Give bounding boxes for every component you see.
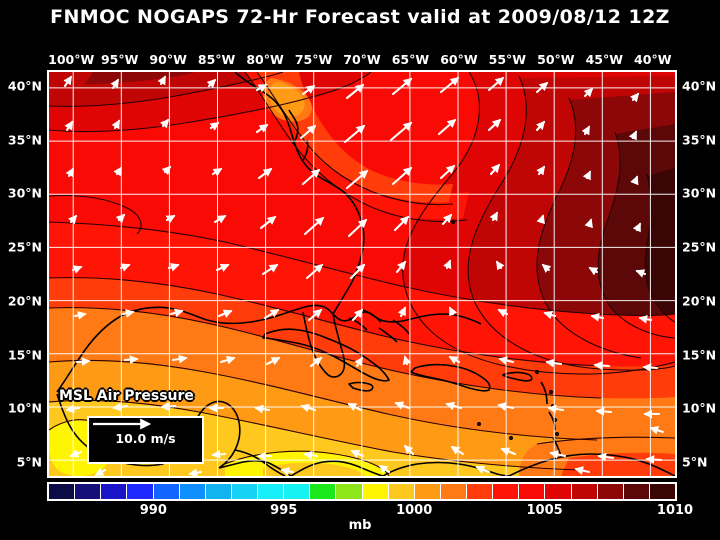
lon-tick-label: 95°W <box>100 52 139 67</box>
wind-vector-legend: 10.0 m/s <box>87 416 204 464</box>
colorbar-swatch <box>493 484 520 499</box>
coastlines <box>56 72 675 476</box>
lon-tick-label: 45°W <box>585 52 624 67</box>
colorbar-swatch <box>153 484 180 499</box>
colorbar-swatch <box>205 484 232 499</box>
lon-tick-label: 70°W <box>343 52 381 67</box>
colorbar-unit-label: mb <box>348 518 372 533</box>
lat-tick-label-right: 5°N <box>682 454 708 470</box>
colorbar-swatch <box>414 484 441 499</box>
lat-tick-label-right: 20°N <box>682 293 717 309</box>
lat-tick-label-left: 30°N <box>7 185 42 201</box>
colorbar-tick-label: 1005 <box>526 503 563 518</box>
colorbar-swatch <box>231 484 258 499</box>
colorbar-swatch <box>545 484 572 499</box>
lat-tick-label-right: 30°N <box>682 185 717 201</box>
lat-tick-label-left: 35°N <box>7 132 42 148</box>
lon-tick-label: 85°W <box>197 52 236 67</box>
lat-tick-label-right: 35°N <box>682 132 717 148</box>
colorbar-swatch <box>440 484 467 499</box>
colorbar-tick-label: 990 <box>139 503 167 518</box>
wind-legend-arrow-icon <box>93 418 152 430</box>
colorbar-swatch <box>284 484 311 499</box>
lon-tick-label: 50°W <box>537 52 575 67</box>
lon-tick-label: 60°W <box>440 52 478 67</box>
colorbar-swatch <box>49 484 76 499</box>
lat-tick-label-right: 15°N <box>682 347 717 363</box>
field-label: MSL Air Pressure <box>59 388 194 404</box>
lat-tick-label-left: 40°N <box>7 78 42 94</box>
colorbar-swatch <box>336 484 363 499</box>
colorbar-tick-label: 1010 <box>656 503 694 518</box>
colorbar-swatch <box>127 484 154 499</box>
colorbar-swatch <box>467 484 494 499</box>
colorbar-swatch <box>649 484 675 499</box>
lon-tick-label: 55°W <box>488 52 527 67</box>
colorbar-swatch <box>597 484 624 499</box>
lat-tick-label-left: 20°N <box>7 293 42 309</box>
colorbar-swatch <box>571 484 598 499</box>
lon-tick-label: 40°W <box>634 52 672 67</box>
colorbar-tick-label: 995 <box>270 503 298 518</box>
colorbar-swatch <box>179 484 206 499</box>
lat-tick-label-left: 15°N <box>7 347 42 363</box>
page-title: FNMOC NOGAPS 72-Hr Forecast valid at 200… <box>50 6 670 28</box>
lon-tick-label: 75°W <box>294 52 333 67</box>
lat-tick-label-right: 25°N <box>682 239 717 255</box>
colorbar-swatch <box>310 484 337 499</box>
lon-tick-label: 80°W <box>246 52 284 67</box>
lat-tick-label-left: 25°N <box>7 239 42 255</box>
lat-tick-label-left: 10°N <box>7 400 42 416</box>
colorbar-tick-label: 1000 <box>396 503 433 518</box>
pressure-colorbar[interactable] <box>47 482 677 501</box>
lat-tick-label-left: 5°N <box>16 454 42 470</box>
lon-tick-label: 100°W <box>48 52 95 67</box>
colorbar-swatch <box>519 484 546 499</box>
lat-tick-label-right: 40°N <box>682 78 717 94</box>
lon-tick-label: 65°W <box>391 52 430 67</box>
wind-legend-value: 10.0 m/s <box>115 430 176 446</box>
colorbar-swatch <box>623 484 650 499</box>
lat-tick-label-right: 10°N <box>682 400 717 416</box>
colorbar-swatch <box>258 484 285 499</box>
colorbar-swatch <box>388 484 415 499</box>
lon-tick-label: 90°W <box>149 52 187 67</box>
wind-vectors <box>63 75 665 476</box>
colorbar-swatch <box>362 484 389 499</box>
colorbar-swatch <box>101 484 128 499</box>
map-plot-area[interactable]: MSL Air Pressure 10.0 m/s <box>47 70 677 478</box>
colorbar-swatch <box>75 484 102 499</box>
